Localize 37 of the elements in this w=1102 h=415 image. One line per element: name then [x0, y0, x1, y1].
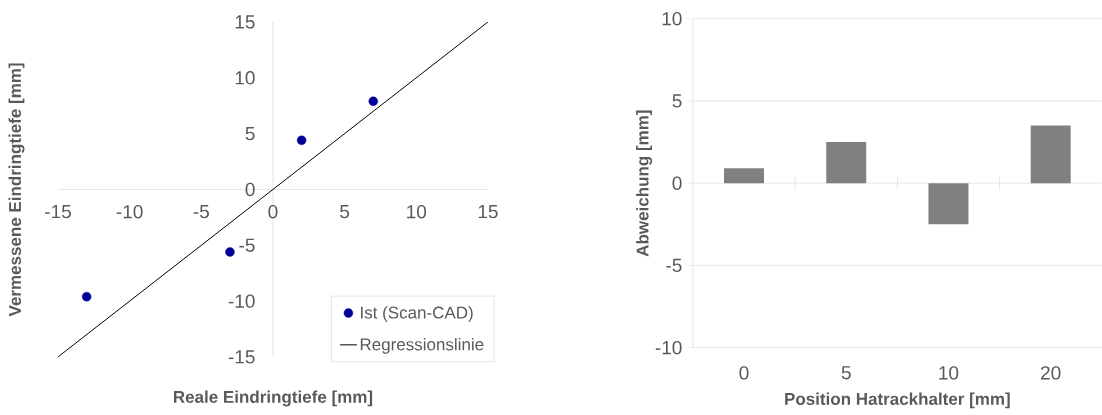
bar: [928, 183, 969, 225]
point: [81, 291, 92, 302]
y-axis-title: Abweichung [mm]: [636, 110, 653, 257]
x-axis-title: Position Hatrackhalter [mm]: [785, 392, 1010, 409]
x-tick-label: 5: [340, 205, 350, 219]
x-tick-label: 5: [841, 366, 851, 380]
x-tick-label: 0: [739, 366, 749, 380]
legend-label: Ist (Scan-CAD): [361, 306, 473, 322]
x-tick-label: 0: [268, 205, 278, 219]
bar: [826, 142, 867, 184]
y-tick-label: 5: [245, 127, 255, 141]
bar: [1030, 125, 1071, 184]
point: [225, 247, 235, 257]
y-tick-label: 10: [235, 71, 255, 85]
y-tick-label: 0: [672, 176, 682, 190]
y-tick-label: -5: [666, 258, 682, 273]
x-tick-label: 15: [478, 205, 498, 219]
point: [368, 96, 378, 106]
y-axis-title: Vermessene Eindringtiefe [mm]: [8, 63, 25, 317]
x-tick-label: -5: [193, 205, 209, 219]
y-tick-label: -10: [655, 340, 682, 355]
y-tick-label: -15: [228, 350, 255, 364]
x-tick-label: 10: [407, 205, 427, 219]
y-tick-label: 10: [662, 12, 682, 26]
legend-label: Regressionslinie: [360, 337, 484, 354]
x-tick-label: -10: [116, 205, 143, 219]
x-tick-label: 20: [1041, 366, 1061, 380]
y-tick-label: 15: [235, 15, 255, 29]
x-tick-label: 10: [939, 366, 959, 380]
bar: [724, 168, 764, 184]
y-tick-label: 5: [672, 94, 682, 108]
y-tick-label: -5: [239, 238, 255, 252]
y-tick-label: -10: [228, 294, 255, 308]
y-tick-label: 0: [245, 182, 255, 197]
x-axis-title: Reale Eindringtiefe [mm]: [173, 390, 373, 407]
point: [296, 135, 307, 146]
x-tick-label: -15: [45, 205, 71, 219]
